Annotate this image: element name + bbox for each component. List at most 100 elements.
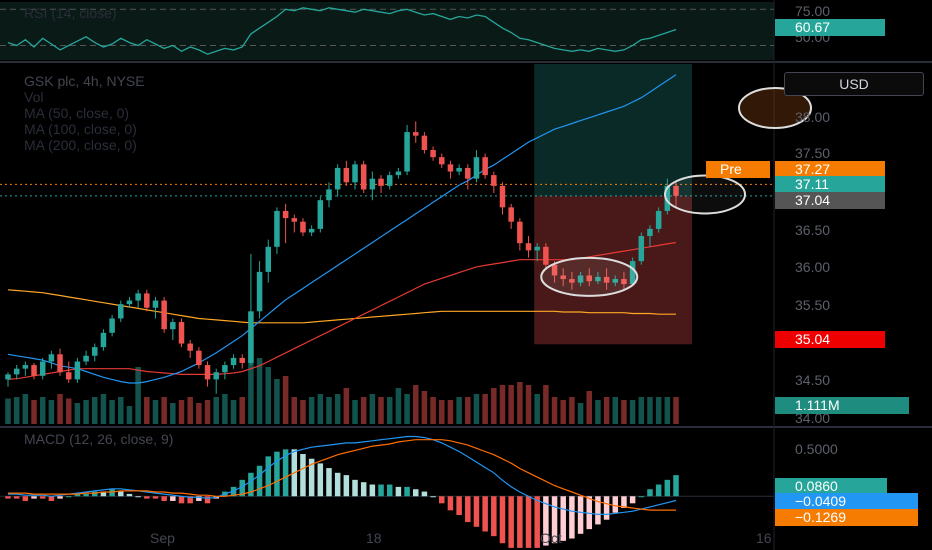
candle-body — [456, 167, 462, 172]
volume-bars — [5, 334, 679, 424]
volume-bar — [655, 397, 662, 424]
candle-body — [291, 218, 298, 222]
rsi-value-badge: 60.67 — [775, 19, 885, 36]
breakout-ellipse — [664, 174, 746, 215]
candle-body — [482, 157, 488, 176]
annotations — [540, 87, 812, 297]
ma-value-badge: 37.04 — [775, 192, 885, 209]
macd-histogram-bar — [83, 493, 89, 497]
volume-bar — [629, 400, 636, 424]
candle-body — [352, 164, 358, 183]
volume-bar — [230, 400, 237, 424]
volume-bar — [222, 394, 228, 424]
macd-histogram-bar — [586, 496, 592, 530]
volume-bar — [196, 403, 202, 424]
grid-lines — [0, 8, 774, 46]
candle-body — [638, 236, 645, 262]
macd-histogram-bar — [647, 489, 653, 497]
candle-body — [230, 357, 237, 366]
candle-body — [248, 311, 254, 363]
ma200-legend[interactable]: MA (200, close, 0) — [24, 137, 137, 153]
volume-bar — [204, 400, 211, 424]
macd-legend[interactable]: MACD (12, 26, close, 9) — [24, 431, 174, 447]
macd-histogram-bar — [74, 493, 81, 497]
candle-body — [282, 210, 289, 219]
chart-title[interactable]: GSK plc, 4h, NYSE — [24, 73, 145, 89]
price-tick-36-5: 36.50 — [795, 222, 831, 238]
candle-body — [22, 365, 29, 369]
volume-legend[interactable]: Vol — [24, 89, 44, 105]
candle-body — [517, 221, 523, 244]
volume-bar — [31, 400, 37, 424]
ma-blue-line — [7, 74, 677, 384]
currency-button[interactable]: USD — [784, 72, 924, 96]
volume-bar — [560, 400, 566, 424]
volume-bar — [326, 397, 332, 424]
candle-body — [343, 167, 350, 183]
volume-bar — [92, 397, 98, 424]
volume-bar — [144, 397, 150, 424]
candle-body — [369, 178, 376, 190]
macd-histogram-bar — [92, 491, 98, 497]
candle-body — [629, 261, 636, 285]
volume-bar — [256, 358, 263, 424]
candle-body — [360, 164, 367, 190]
candle-body — [74, 361, 81, 380]
macd-histogram-bar — [378, 484, 384, 497]
macd-histogram-bar — [170, 496, 176, 501]
pre-market-label: Pre — [706, 161, 770, 178]
stop-zone — [534, 195, 692, 345]
candle-body — [421, 135, 428, 151]
volume-bar — [404, 394, 410, 424]
macd-histogram-bar — [569, 496, 575, 539]
candle-body — [439, 157, 445, 165]
volume-bar — [100, 394, 107, 424]
macd-histogram-bar — [256, 465, 263, 497]
volume-bar — [395, 388, 402, 424]
candle-body — [308, 228, 315, 233]
volume-bar — [447, 400, 454, 424]
candle-body — [48, 354, 55, 362]
macd-histogram-bar — [334, 472, 341, 497]
candle-body — [161, 300, 167, 330]
candle-body — [404, 132, 410, 172]
volume-bar — [352, 400, 358, 424]
macd-histogram-bar — [508, 496, 514, 548]
macd-histogram-bar — [369, 484, 376, 497]
macd-histogram-bar — [386, 484, 393, 497]
volume-bar — [308, 397, 315, 424]
candle-body — [412, 132, 419, 136]
macd-histogram-bar — [248, 472, 254, 497]
volume-badge: 1.111M — [775, 397, 909, 414]
macd-histogram-bar — [603, 496, 610, 520]
volume-bar — [282, 376, 289, 424]
volume-bar — [109, 400, 115, 424]
candle-body — [31, 365, 37, 376]
ma50-legend[interactable]: MA (50, close, 0) — [24, 105, 130, 121]
candle-body — [300, 221, 306, 233]
macd-histogram-bar — [595, 496, 601, 525]
candle-body — [395, 171, 402, 176]
volume-bar — [239, 397, 245, 424]
macd-histogram-bar — [126, 493, 133, 497]
candle-body — [256, 271, 263, 312]
candle-body — [386, 175, 393, 186]
candle-body — [473, 157, 480, 179]
macd-histogram-bar — [352, 479, 358, 497]
macd-histogram-bar — [317, 463, 324, 497]
volume-bar — [135, 367, 141, 424]
volume-bar — [187, 397, 193, 424]
volume-bar — [412, 385, 419, 424]
candle-body — [196, 350, 202, 366]
volume-bar — [586, 391, 592, 424]
volume-bar — [265, 367, 272, 424]
macd-histogram-bar — [326, 468, 332, 497]
candle-body — [222, 365, 228, 373]
ma100-legend[interactable]: MA (100, close, 0) — [24, 121, 137, 137]
candle-body — [551, 264, 558, 276]
macd-histogram-bar — [621, 496, 627, 508]
x-tick-16: 16 — [756, 530, 772, 546]
macd-histogram-bar — [39, 496, 46, 499]
volume-bar — [343, 388, 350, 424]
